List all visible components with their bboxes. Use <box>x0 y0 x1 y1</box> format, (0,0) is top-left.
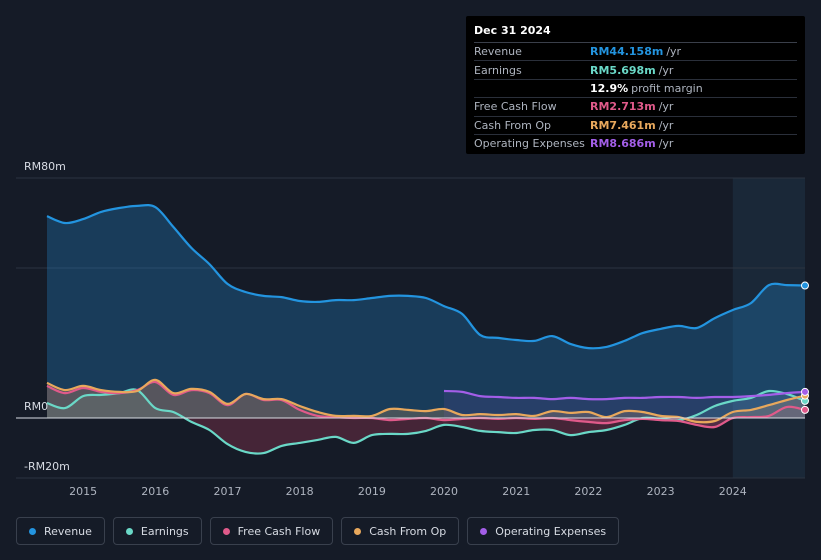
tooltip-row-unit: /yr <box>658 118 674 132</box>
legend-dot-icon <box>354 527 362 535</box>
tooltip-row-label: Cash From Op <box>474 118 552 132</box>
cash-from-op-line <box>46 378 806 424</box>
legend-dot-icon <box>29 527 36 535</box>
x-axis-labels: 2015 2016 2017 2018 2019 2020 2021 2022 2023 2024 <box>69 485 747 498</box>
series-endpoints <box>801 281 809 414</box>
x-tick-label: 2019 <box>358 485 386 498</box>
legend-dot-icon <box>125 527 133 535</box>
tooltip-row-unit: /yr <box>658 100 674 114</box>
tooltip-row-unit: /yr <box>658 137 674 151</box>
tooltip-row-value: RM5.698m <box>590 63 656 77</box>
tooltip-row-unit: /yr <box>658 63 674 77</box>
tooltip-row: Revenue RM44.158m/yr <box>474 42 797 60</box>
tooltip-date: Dec 31 2024 <box>474 24 551 37</box>
x-tick-label: 2020 <box>430 485 458 498</box>
data-tooltip: Dec 31 2024 Revenue RM44.158m/yr Earnings R… <box>466 16 805 154</box>
y-tick-label: RM0 <box>24 400 48 413</box>
legend-item-operating-expenses[interactable]: Operating Expenses <box>467 517 620 545</box>
legend-item-earnings[interactable]: Earnings <box>112 517 202 545</box>
tooltip-row: Free Cash Flow RM2.713m/yr <box>474 97 797 115</box>
legend-label: Revenue <box>44 524 92 538</box>
tooltip-row-value: 12.9% <box>590 81 629 95</box>
legend-item-cash-from-op[interactable]: Cash From Op <box>341 517 460 545</box>
x-tick-label: 2017 <box>213 485 241 498</box>
tooltip-row-value: RM7.461m <box>590 118 656 132</box>
tooltip-row: Cash From Op RM7.461m/yr <box>474 115 797 134</box>
tooltip-row-label: Free Cash Flow <box>474 100 557 114</box>
x-tick-label: 2016 <box>141 485 169 498</box>
revenue-line <box>46 204 806 350</box>
y-tick-label: RM80m <box>24 160 66 173</box>
legend-label: Earnings <box>140 524 189 538</box>
tooltip-row: 12.9% profit margin <box>474 78 797 97</box>
y-axis-labels: RM80m RM0 -RM20m <box>24 160 70 473</box>
x-tick-label: 2024 <box>719 485 747 498</box>
tooltip-row: Operating Expenses RM8.686m/yr <box>474 133 797 152</box>
legend-item-free-cash-flow[interactable]: Free Cash Flow <box>209 517 334 545</box>
x-tick-label: 2018 <box>286 485 314 498</box>
tooltip-row-label: Revenue <box>474 45 522 59</box>
revenue-endpoint <box>801 281 809 290</box>
x-tick-label: 2022 <box>574 485 602 498</box>
free-cash-flow-area-above <box>47 381 805 418</box>
free-cash-flow-area-below <box>47 418 805 428</box>
tooltip-row-value: RM44.158m <box>590 45 664 59</box>
tooltip-row-unit: profit margin <box>631 81 703 95</box>
legend-item-revenue[interactable]: Revenue <box>16 517 105 545</box>
free-cash-flow-endpoint <box>801 405 809 414</box>
cash-from-op-area-above <box>47 379 805 418</box>
legend-label: Operating Expenses <box>495 524 607 538</box>
tooltip-row-value: RM8.686m <box>590 137 656 151</box>
legend-dot-icon <box>480 527 488 535</box>
legend-label: Free Cash Flow <box>237 524 321 538</box>
y-tick-label: -RM20m <box>24 460 70 473</box>
x-tick-label: 2023 <box>647 485 675 498</box>
forecast-highlight <box>732 178 805 478</box>
legend-dot-icon <box>222 527 230 535</box>
revenue-area-above <box>47 205 805 418</box>
chart-legend: Revenue Earnings Free Cash Flow Cash From O… <box>16 517 620 545</box>
x-tick-label: 2021 <box>502 485 530 498</box>
tooltip-row: Earnings RM5.698m/yr <box>474 60 797 78</box>
legend-label: Cash From Op <box>369 524 447 538</box>
tooltip-row-label: Operating Expenses <box>474 137 585 151</box>
tooltip-row-label: Earnings <box>474 63 522 77</box>
x-tick-label: 2015 <box>69 485 97 498</box>
operating-expenses-endpoint <box>801 387 809 396</box>
grid-lines <box>16 177 805 479</box>
tooltip-row-value: RM2.713m <box>590 100 656 114</box>
tooltip-row-unit: /yr <box>666 45 682 59</box>
operating-expenses-line <box>443 389 806 401</box>
